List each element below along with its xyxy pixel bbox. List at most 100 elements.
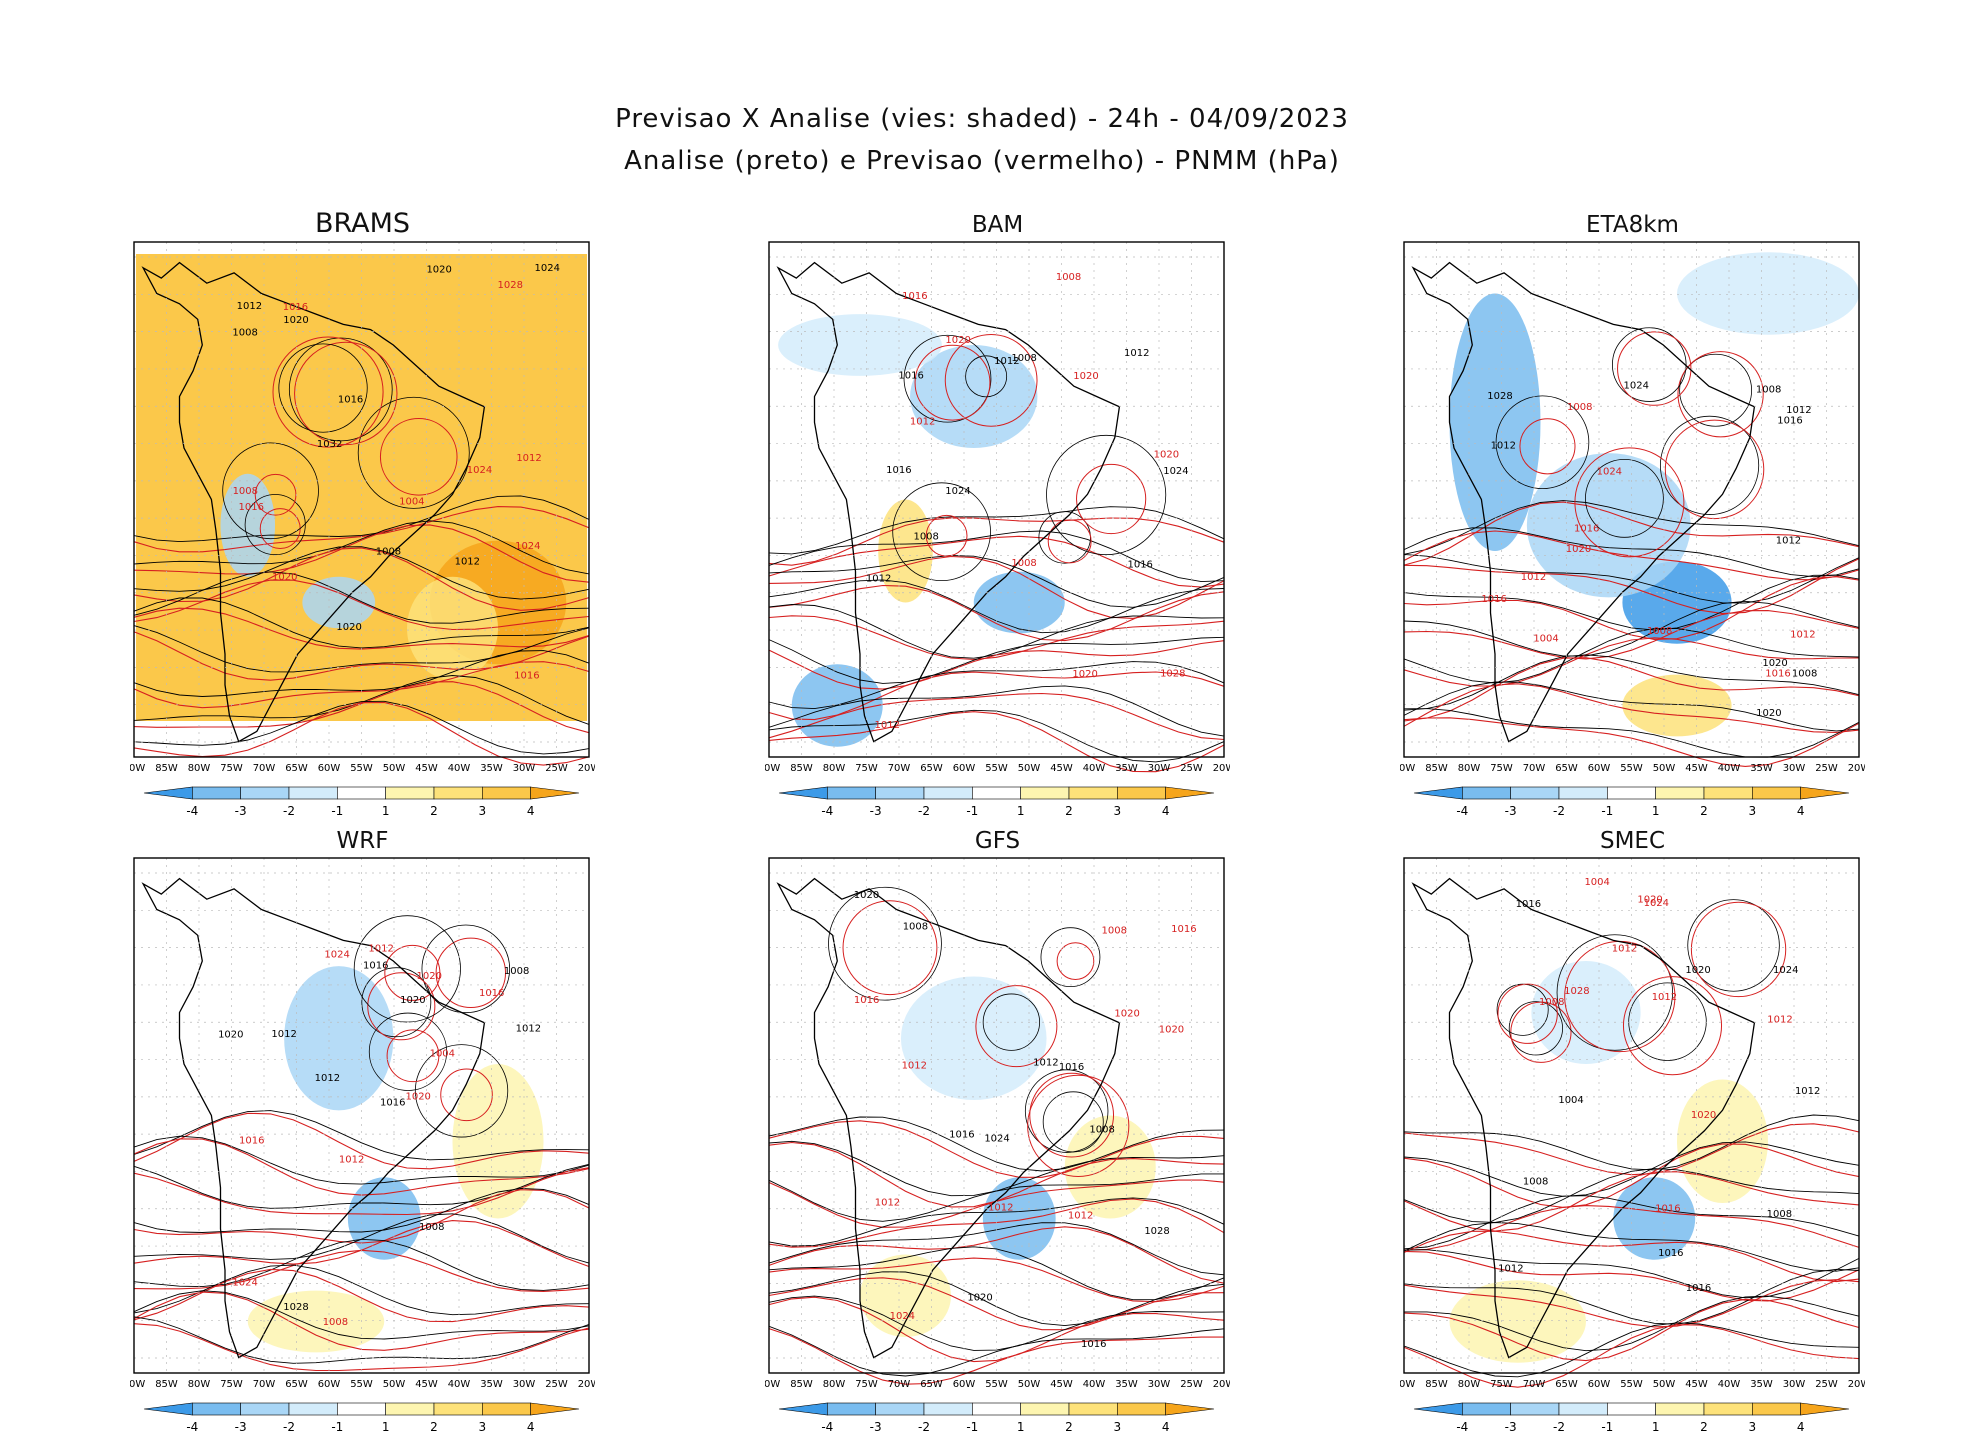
map-smec: 15N10N5NEQ5S10S15S20S25S30S35S40S45S50S9…: [1400, 828, 1865, 1453]
isobar-label: 1016: [886, 465, 911, 476]
colorbar-swatch: [924, 787, 972, 799]
isobar-label: 1008: [232, 327, 257, 338]
colorbar-swatch: [1752, 787, 1800, 799]
colorbar-swatch: [1414, 787, 1462, 799]
lon-tick-label: 70W: [253, 1379, 276, 1390]
colorbar-label: 1: [1652, 1420, 1660, 1434]
lon-tick-label: 45W: [1050, 763, 1073, 774]
isobar-label: 1020: [426, 264, 451, 275]
lon-tick-label: 60W: [953, 1379, 976, 1390]
isobar-label: 1004: [1533, 634, 1558, 645]
isobar-label: 1032: [317, 439, 342, 450]
lon-tick-label: 75W: [855, 1379, 878, 1390]
bias-patch: [778, 314, 942, 376]
lon-tick-label: 75W: [855, 763, 878, 774]
isobar-label: 1016: [1059, 1062, 1084, 1073]
colorbar-label: -3: [1505, 804, 1517, 818]
isobar-label: 1012: [1652, 992, 1677, 1003]
colorbar-swatch: [1117, 787, 1165, 799]
lon-tick-label: 20W: [1848, 1379, 1865, 1390]
colorbar-swatch: [1704, 1403, 1752, 1415]
isobar-label: 1012: [1033, 1057, 1058, 1068]
lon-tick-label: 30W: [1148, 763, 1171, 774]
isobar-label: 1016: [239, 1135, 264, 1146]
isobar-label: 1020: [854, 890, 879, 901]
isobar-label: 1012: [988, 1202, 1013, 1213]
isobar-label: 1028: [1160, 669, 1185, 680]
lon-tick-label: 75W: [220, 763, 243, 774]
colorbar-swatch: [289, 1403, 337, 1415]
lon-tick-label: 70W: [1523, 1379, 1546, 1390]
colorbar-swatch: [482, 1403, 530, 1415]
isobar-label: 1004: [1558, 1095, 1583, 1106]
colorbar-swatch: [192, 1403, 240, 1415]
colorbar-label: 4: [1797, 1420, 1805, 1434]
lon-tick-label: 45W: [415, 763, 438, 774]
lon-tick-label: 80W: [188, 1379, 211, 1390]
isobar-label: 1020: [283, 315, 308, 326]
isobar-label: 1008: [1792, 668, 1817, 679]
isobar-label: 1012: [1612, 944, 1637, 955]
isobar-label: 1016: [380, 1098, 405, 1109]
panel-brams: BRAMS15N10N5NEQ5S10S15S20S25S30S35S40S45…: [130, 212, 595, 837]
colorbar-swatch: [434, 787, 482, 799]
colorbar-label: 2: [430, 1420, 438, 1434]
isobar-label: 1024: [984, 1134, 1009, 1145]
colorbar-swatch: [1069, 787, 1117, 799]
lon-tick-label: 35W: [1750, 763, 1773, 774]
map-gfs: 15N10N5NEQ5S10S15S20S25S30S35S40S45S50S9…: [765, 828, 1230, 1453]
isobar-label: 1028: [1144, 1226, 1169, 1237]
isobar-label: 1016: [902, 291, 927, 302]
colorbar-swatch: [144, 1403, 192, 1415]
colorbar-label: -1: [966, 1420, 978, 1434]
colorbar-swatch: [386, 787, 434, 799]
colorbar-label: -1: [1601, 804, 1613, 818]
lon-tick-label: 30W: [513, 763, 536, 774]
colorbar-swatch: [779, 1403, 827, 1415]
colorbar-swatch: [337, 1403, 385, 1415]
lon-tick-label: 90W: [130, 763, 145, 774]
isobar-label: 1012: [875, 720, 900, 731]
isobar-label: 1008: [1767, 1209, 1792, 1220]
colorbar-swatch: [192, 787, 240, 799]
lon-tick-label: 60W: [318, 1379, 341, 1390]
isobar-label: 1016: [338, 394, 363, 405]
lon-tick-label: 80W: [1458, 1379, 1481, 1390]
bias-patch: [860, 1255, 951, 1337]
isobar-label: 1016: [479, 988, 504, 999]
colorbar-label: -2: [1553, 804, 1565, 818]
isobar-label: 1012: [1498, 1264, 1523, 1275]
isobar-label: 1012: [516, 1023, 541, 1034]
isobar-label: 1028: [1487, 391, 1512, 402]
lon-tick-label: 80W: [1458, 763, 1481, 774]
colorbar-label: 2: [1700, 804, 1708, 818]
lon-tick-label: 35W: [1115, 1379, 1138, 1390]
figure-title-line-2: Analise (preto) e Previsao (vermelho) - …: [0, 146, 1964, 176]
isobar-label: 1020: [1756, 708, 1781, 719]
colorbar-swatch: [144, 787, 192, 799]
panel-eta8km: ETA8km15N10N5NEQ5S10S15S20S25S30S35S40S4…: [1400, 212, 1865, 837]
bias-patch: [248, 1291, 385, 1353]
lon-tick-label: 70W: [1523, 763, 1546, 774]
lon-tick-label: 45W: [1685, 1379, 1708, 1390]
isobar-label: 1016: [239, 502, 264, 513]
colorbar-label: 2: [430, 804, 438, 818]
colorbar-swatch: [1021, 787, 1069, 799]
colorbar-label: 2: [1065, 1420, 1073, 1434]
colorbar-label: -4: [186, 804, 198, 818]
lon-tick-label: 65W: [1555, 1379, 1578, 1390]
isobar-label: 1016: [1081, 1339, 1106, 1350]
isobar-label: 1016: [1686, 1283, 1711, 1294]
isobar-label: 1020: [336, 622, 361, 633]
lon-tick-label: 60W: [953, 763, 976, 774]
isobar-label: 1024: [535, 263, 560, 274]
lon-tick-label: 75W: [220, 1379, 243, 1390]
isobar-label: 1024: [232, 1277, 257, 1288]
colorbar-label: -3: [235, 1420, 247, 1434]
colorbar-swatch: [482, 787, 530, 799]
isobar-label: 1020: [1154, 449, 1179, 460]
isobar-label: 1020: [272, 572, 297, 583]
map-brams: 15N10N5NEQ5S10S15S20S25S30S35S40S45S50S9…: [130, 212, 595, 837]
